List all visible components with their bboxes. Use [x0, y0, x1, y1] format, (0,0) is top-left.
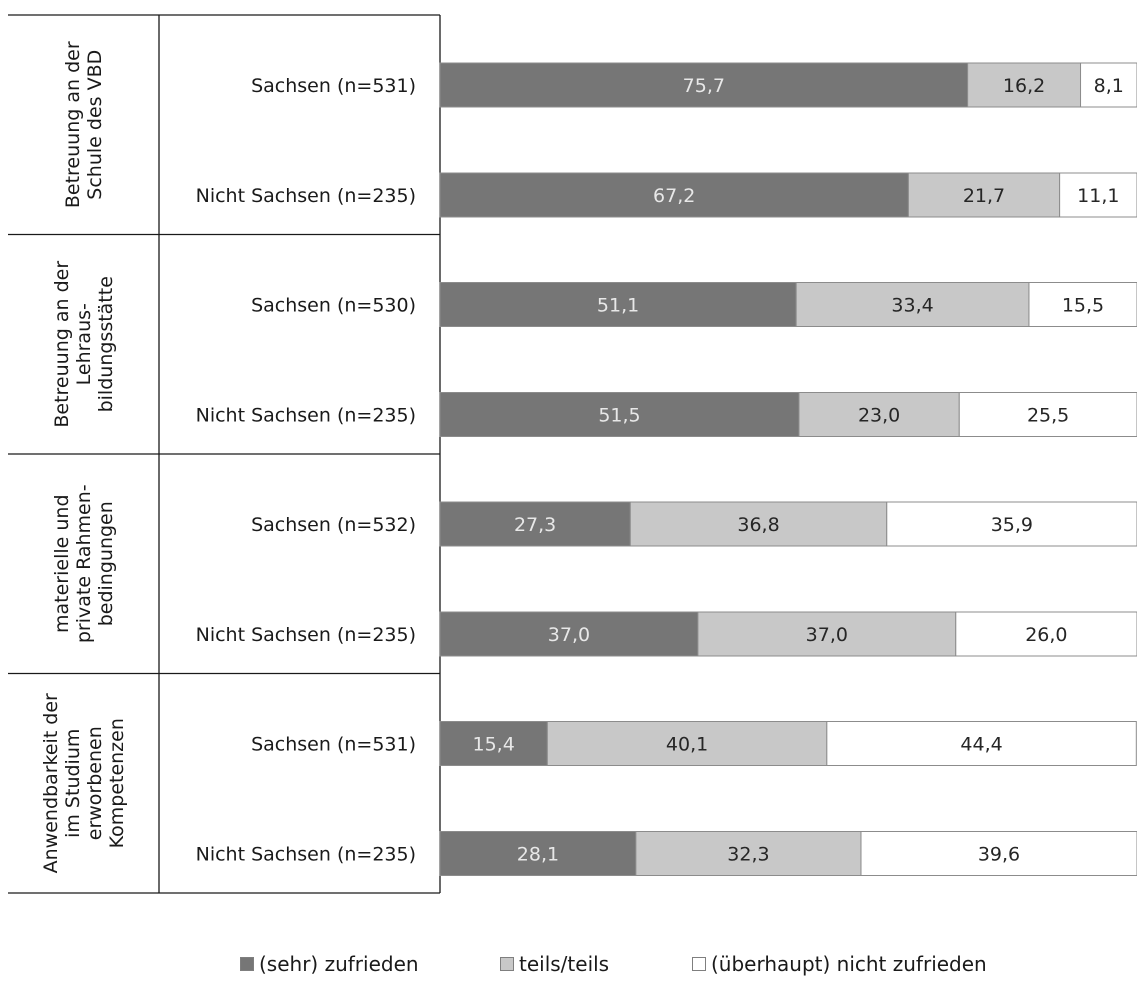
bar-segment: [860, 831, 1137, 876]
bar-segment: [795, 282, 1030, 327]
data-label: 32,3: [727, 844, 769, 866]
row-label: Nicht Sachsen (n=235): [196, 405, 416, 427]
legend: (sehr) zufrieden teils/teils (überhaupt)…: [0, 952, 1137, 982]
bar-segment: [629, 501, 888, 547]
bar-segment: [439, 392, 800, 437]
row-label: Sachsen (n=530): [251, 295, 416, 317]
group-label-line: private Rahmen-: [73, 484, 95, 643]
group-label: Betreuung an derSchule des VBD: [62, 41, 106, 208]
legend-label-sehr-zufrieden: (sehr) zufrieden: [259, 952, 419, 976]
bar-segment: [967, 62, 1082, 108]
data-label: 15,4: [473, 734, 515, 756]
data-label: 25,5: [1027, 405, 1069, 427]
legend-swatch-sehr-zufrieden: [240, 957, 254, 971]
bar-segment: [635, 831, 862, 876]
data-label: 37,0: [548, 624, 590, 646]
legend-swatch-teils-teils: [500, 957, 514, 971]
data-label: 75,7: [683, 75, 725, 97]
chart-svg: Betreuung an derSchule des VBD Sachsen (n…: [8, 14, 1137, 894]
bar-segment: [439, 501, 631, 547]
bar-segment: [798, 392, 960, 437]
data-label: 27,3: [514, 514, 556, 536]
data-label: 35,9: [991, 514, 1033, 536]
bar-segment: [886, 501, 1137, 547]
data-label: 44,4: [960, 734, 1002, 756]
bar-segment: [826, 721, 1137, 766]
bar-segment: [439, 62, 969, 108]
group-label: materielle undprivate Rahmen-bedingungen: [51, 484, 117, 643]
row-label: Nicht Sachsen (n=235): [196, 844, 416, 866]
group-label-line: bildungsstätte: [95, 276, 117, 412]
bar-segment: [1028, 282, 1137, 327]
legend-item-sehr-zufrieden: (sehr) zufrieden: [240, 952, 419, 976]
legend-item-nicht-zufrieden: (überhaupt) nicht zufrieden: [692, 952, 987, 976]
group-label-line: bedingungen: [95, 501, 117, 626]
data-label: 21,7: [963, 185, 1005, 207]
group-label: Anwendbarkeit derim StudiumerworbenenKom…: [40, 693, 128, 873]
group-label-line: materielle und: [51, 494, 73, 633]
data-label: 8,1: [1094, 75, 1124, 97]
data-label: 15,5: [1062, 295, 1104, 317]
group-label-line: im Studium: [62, 729, 84, 838]
group-label-line: Betreuung an der: [62, 41, 84, 208]
row-label: Nicht Sachsen (n=235): [196, 185, 416, 207]
bar-segment: [958, 392, 1137, 437]
group-label-line: Kompetenzen: [106, 718, 128, 848]
data-label: 36,8: [737, 514, 779, 536]
data-label: 16,2: [1003, 75, 1045, 97]
row-label: Sachsen (n=531): [251, 75, 416, 97]
data-label: 51,1: [597, 295, 639, 317]
bar-segment: [439, 611, 699, 657]
data-label: 26,0: [1025, 624, 1067, 646]
data-label: 11,1: [1077, 185, 1119, 207]
row-label: Sachsen (n=532): [251, 514, 416, 536]
bar-segment: [697, 611, 957, 657]
data-label: 28,1: [517, 844, 559, 866]
bar-segment: [439, 172, 909, 218]
legend-label-teils-teils: teils/teils: [519, 952, 610, 976]
bar-segment: [1080, 62, 1137, 108]
data-label: 33,4: [891, 295, 933, 317]
group-label-line: erworbenen: [84, 726, 106, 840]
bar-segment: [955, 611, 1137, 657]
group-label: Betreuung an derLehraus-bildungsstätte: [51, 261, 117, 428]
legend-swatch-nicht-zufrieden: [692, 957, 706, 971]
data-label: 23,0: [858, 405, 900, 427]
data-label: 40,1: [666, 734, 708, 756]
bar-segment: [439, 282, 797, 327]
group-label-line: Anwendbarkeit der: [40, 693, 62, 873]
data-label: 39,6: [978, 844, 1020, 866]
data-label: 51,5: [598, 405, 640, 427]
bar-segment: [1059, 172, 1137, 218]
bar-segment: [907, 172, 1061, 218]
data-label: 37,0: [806, 624, 848, 646]
group-label-line: Schule des VBD: [84, 50, 106, 200]
group-label-line: Lehraus-: [73, 303, 95, 385]
data-label: 67,2: [653, 185, 695, 207]
row-label: Sachsen (n=531): [251, 734, 416, 756]
row-label: Nicht Sachsen (n=235): [196, 624, 416, 646]
group-label-line: Betreuung an der: [51, 261, 73, 428]
legend-label-nicht-zufrieden: (überhaupt) nicht zufrieden: [711, 952, 987, 976]
legend-item-teils-teils: teils/teils: [500, 952, 609, 976]
